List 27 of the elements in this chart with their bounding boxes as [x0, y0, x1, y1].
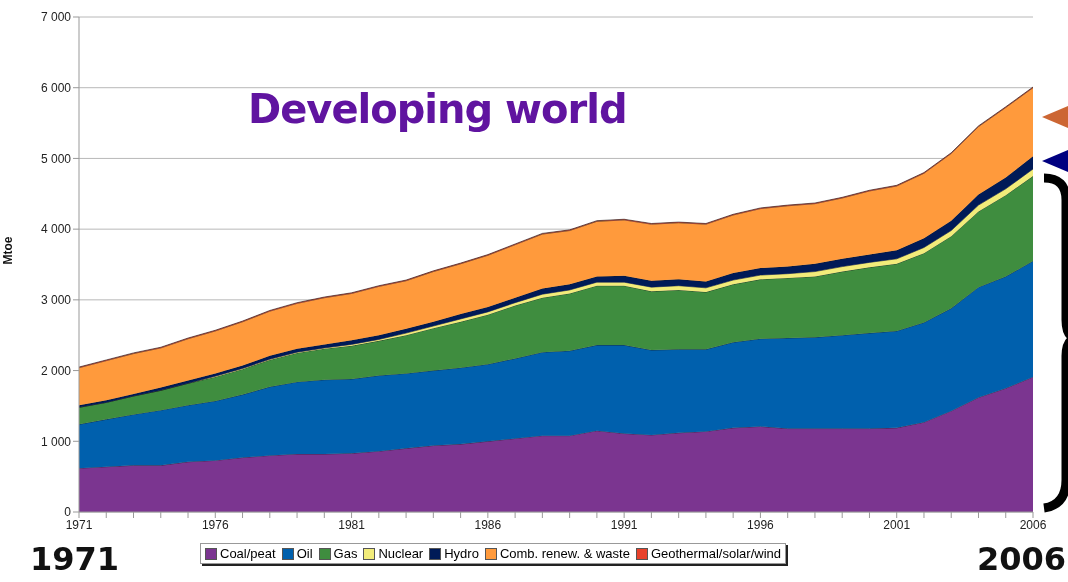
y-tick-label: 7 000: [40, 10, 72, 25]
y-tick-label: 5 000: [40, 151, 72, 166]
text: 2006: [976, 540, 1066, 578]
x-tick-label: 2001: [883, 517, 911, 532]
legend-label: Oil: [295, 546, 313, 561]
legend-label: Hydro: [443, 546, 479, 561]
text: 1971: [30, 540, 120, 578]
x-tick-label: 1996: [747, 517, 775, 532]
legend-label: Nuclear: [377, 546, 424, 561]
y-tick-label: 0: [64, 505, 72, 520]
y-tick-label: 1 000: [40, 434, 72, 449]
legend-label: Gas: [332, 546, 358, 561]
x-tick-label: 1991: [610, 517, 638, 532]
x-tick-label: 1971: [65, 517, 93, 532]
x-tick-label: 2006: [1019, 517, 1047, 532]
y-tick-label: 3 000: [40, 293, 72, 308]
y-tick-label: 6 000: [40, 80, 72, 95]
text: Developing world: [248, 86, 627, 132]
x-tick-label: 1976: [201, 517, 229, 532]
legend-label: Coal/peat: [219, 546, 276, 561]
x-tick-label: 1986: [474, 517, 502, 532]
legend-label: Geothermal/solar/wind: [649, 546, 781, 561]
legend-label: Comb. renew. & waste: [498, 546, 630, 561]
y-axis-title: Mtoe: [1, 236, 16, 265]
y-tick-label: 4 000: [40, 222, 72, 237]
y-tick-label: 2 000: [40, 363, 72, 378]
x-tick-label: 1981: [338, 517, 366, 532]
